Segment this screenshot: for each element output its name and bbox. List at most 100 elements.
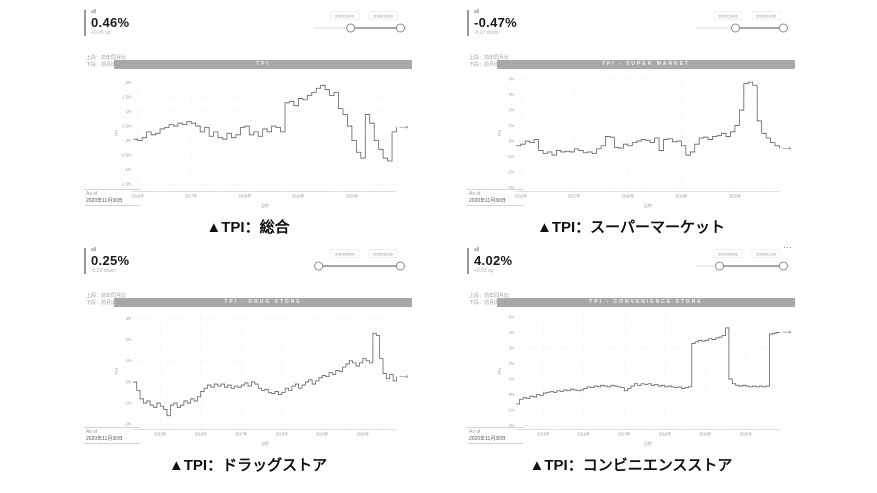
legend-note-line: 下段：前月比 bbox=[86, 299, 117, 306]
svg-text:2017年: 2017年 bbox=[568, 193, 580, 199]
svg-text:TPI: TPI bbox=[497, 368, 502, 374]
panel-tpi-all: all 0.46% +0.05 up 上段：前年同月比 下段：前月比 2015/… bbox=[82, 8, 414, 214]
svg-text:2016年: 2016年 bbox=[577, 431, 589, 437]
svg-text:TPI: TPI bbox=[497, 130, 502, 136]
kpi-delta: -0.27 down bbox=[474, 29, 499, 36]
svg-text:2016年: 2016年 bbox=[515, 193, 527, 199]
svg-text:2015/12/01: 2015/12/01 bbox=[335, 14, 356, 19]
svg-text:0%: 0% bbox=[509, 392, 515, 397]
date-range-slider[interactable]: 2014/05/01 2020/11/30 bbox=[310, 248, 410, 274]
as-of-date: 2020年11月30日 bbox=[86, 197, 123, 204]
chart-title-bar: TPI - DRUG STORE bbox=[114, 298, 412, 307]
svg-text:2019年: 2019年 bbox=[316, 431, 328, 437]
chart-title-bar: TPI - CONVENIENCE STORE bbox=[497, 298, 795, 307]
svg-text:2%: 2% bbox=[126, 337, 132, 342]
panel-tpi-convenience: ⋯ all 4.02% +0.03 up 上段：前年同月比 下段：前月比 201… bbox=[465, 242, 797, 452]
slider-handle-start bbox=[314, 261, 324, 271]
svg-text:2018年: 2018年 bbox=[239, 193, 251, 199]
slider-handle-end bbox=[395, 23, 405, 33]
svg-text:3%: 3% bbox=[126, 316, 132, 321]
slider-handle-end bbox=[778, 261, 788, 271]
panel-caption: ▲TPI：ドラッグストア bbox=[168, 457, 328, 474]
svg-text:2%: 2% bbox=[126, 80, 132, 85]
chart-title-bar: TPI bbox=[114, 60, 412, 69]
more-options-icon[interactable]: ⋯ bbox=[783, 242, 793, 252]
svg-text:2017年: 2017年 bbox=[618, 431, 630, 437]
svg-text:2020/11/30: 2020/11/30 bbox=[756, 14, 776, 19]
legend-note-line: 上段：前年同月比 bbox=[469, 293, 510, 299]
svg-text:1%: 1% bbox=[126, 109, 132, 114]
svg-text:2%: 2% bbox=[509, 361, 515, 366]
slider-handle-start bbox=[715, 261, 724, 271]
panel-caption: ▲TPI：コンビニエンスストア bbox=[529, 457, 733, 474]
svg-text:1.5%: 1.5% bbox=[123, 94, 132, 99]
svg-text:3%: 3% bbox=[509, 345, 515, 350]
kpi-delta: +0.03 up bbox=[474, 267, 494, 274]
svg-text:2015/12/01: 2015/12/01 bbox=[718, 14, 739, 19]
kpi-badge: all 0.25% -0.20 down bbox=[84, 247, 130, 275]
legend-notes: 上段：前年同月比 下段：前月比 bbox=[86, 55, 126, 69]
svg-text:-2%: -2% bbox=[124, 422, 131, 427]
legend-notes: 上段：前年同月比 下段：前月比 bbox=[469, 293, 509, 307]
legend-note-line: 下段：前月比 bbox=[469, 299, 500, 306]
svg-text:4%: 4% bbox=[509, 76, 515, 81]
kpi-filter-label: all bbox=[91, 9, 97, 15]
legend-notes: 上段：前年同月比 下段：前月比 bbox=[469, 55, 509, 69]
svg-text:2019年: 2019年 bbox=[699, 431, 711, 437]
legend-note-line: 上段：前年同月比 bbox=[86, 55, 127, 61]
kpi-value: -0.47% bbox=[474, 14, 517, 30]
svg-text:-1.5%: -1.5% bbox=[121, 182, 132, 187]
legend-note-line: 下段：前月比 bbox=[86, 61, 117, 68]
slider-handle-start bbox=[730, 23, 740, 33]
svg-text:-1%: -1% bbox=[124, 400, 131, 405]
svg-text:2019年: 2019年 bbox=[675, 193, 687, 199]
svg-text:2017年: 2017年 bbox=[235, 431, 247, 437]
svg-text:2015年: 2015年 bbox=[154, 431, 166, 437]
svg-text:TPI: TPI bbox=[114, 130, 119, 136]
kpi-delta: +0.05 up bbox=[91, 29, 111, 36]
svg-text:-2%: -2% bbox=[507, 169, 514, 174]
svg-text:0.5%: 0.5% bbox=[123, 123, 132, 128]
legend-note-line: 下段：前月比 bbox=[469, 61, 500, 68]
date-range-slider[interactable]: 2015/12/01 2020/11/30 bbox=[693, 10, 793, 36]
svg-text:2018年: 2018年 bbox=[659, 431, 671, 437]
svg-text:1%: 1% bbox=[509, 376, 515, 381]
kpi-value: 0.25% bbox=[91, 252, 130, 268]
as-of-date: 2020年11月30日 bbox=[469, 197, 506, 204]
svg-text:2020年: 2020年 bbox=[729, 193, 741, 199]
svg-text:4%: 4% bbox=[509, 330, 515, 335]
svg-text:-0.5%: -0.5% bbox=[121, 152, 132, 157]
legend-note-line: 上段：前年同月比 bbox=[469, 55, 510, 61]
date-range-slider[interactable]: 2015/12/01 2020/11/30 bbox=[310, 10, 410, 36]
as-of-label: As of bbox=[86, 429, 98, 435]
svg-text:0%: 0% bbox=[126, 379, 132, 384]
svg-text:2020年: 2020年 bbox=[346, 193, 358, 199]
svg-text:2015年: 2015年 bbox=[537, 431, 549, 437]
svg-text:2019年: 2019年 bbox=[292, 193, 304, 199]
svg-text:2016年: 2016年 bbox=[132, 193, 144, 199]
kpi-value: 4.02% bbox=[474, 252, 513, 268]
kpi-filter-label: all bbox=[474, 247, 480, 253]
panel-caption: ▲TPI：総合 bbox=[206, 219, 290, 236]
chart-title-bar: TPI - SUPER MARKET bbox=[497, 60, 795, 69]
svg-text:2020/11/30: 2020/11/30 bbox=[373, 252, 393, 257]
svg-text:1%: 1% bbox=[509, 123, 515, 128]
svg-text:2020年: 2020年 bbox=[740, 431, 752, 437]
svg-text:日付: 日付 bbox=[644, 202, 652, 208]
kpi-delta: -0.20 down bbox=[91, 267, 116, 274]
as-of-date: 2020年11月30日 bbox=[469, 435, 506, 442]
panel-tpi-supermarket: all -0.47% -0.27 down 上段：前年同月比 下段：前月比 20… bbox=[465, 8, 797, 214]
as-of-label: As of bbox=[86, 191, 98, 197]
kpi-filter-label: all bbox=[91, 247, 97, 253]
date-range-slider[interactable]: 2014/05/01 2020/11/30 bbox=[693, 248, 793, 274]
svg-text:TPI: TPI bbox=[114, 368, 119, 374]
svg-text:-2%: -2% bbox=[507, 423, 514, 428]
svg-text:2020年: 2020年 bbox=[357, 431, 369, 437]
svg-text:1%: 1% bbox=[126, 358, 132, 363]
tpi-line-chart: 3% 2% 1% 0% -1% -2% 2015年 2016年 2017年 2018年 2019年 2… bbox=[112, 308, 412, 446]
svg-text:-1%: -1% bbox=[124, 167, 131, 172]
slider-handle-start bbox=[346, 23, 356, 33]
as-of-block: As of 2020年11月30日 bbox=[84, 427, 140, 444]
as-of-block: As of 2020年11月30日 bbox=[467, 427, 523, 444]
kpi-badge: all -0.47% -0.27 down bbox=[467, 9, 517, 37]
